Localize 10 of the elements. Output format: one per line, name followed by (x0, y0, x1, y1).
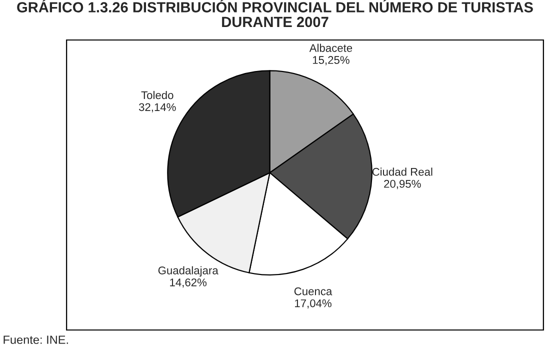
source-note: Fuente: INE. (4, 336, 68, 344)
slice-label: Toledo (141, 90, 174, 100)
slice-label: Cuenca (294, 287, 332, 296)
slice-label: Guadalajara (158, 266, 218, 277)
data-label: 20,95% (384, 180, 421, 190)
data-label: 32,14% (138, 103, 176, 112)
data-label: 14,62% (170, 278, 207, 288)
data-label: 15,25% (312, 56, 350, 66)
data-label: 17,04% (295, 299, 332, 309)
slice-label: Albacete (309, 44, 352, 52)
